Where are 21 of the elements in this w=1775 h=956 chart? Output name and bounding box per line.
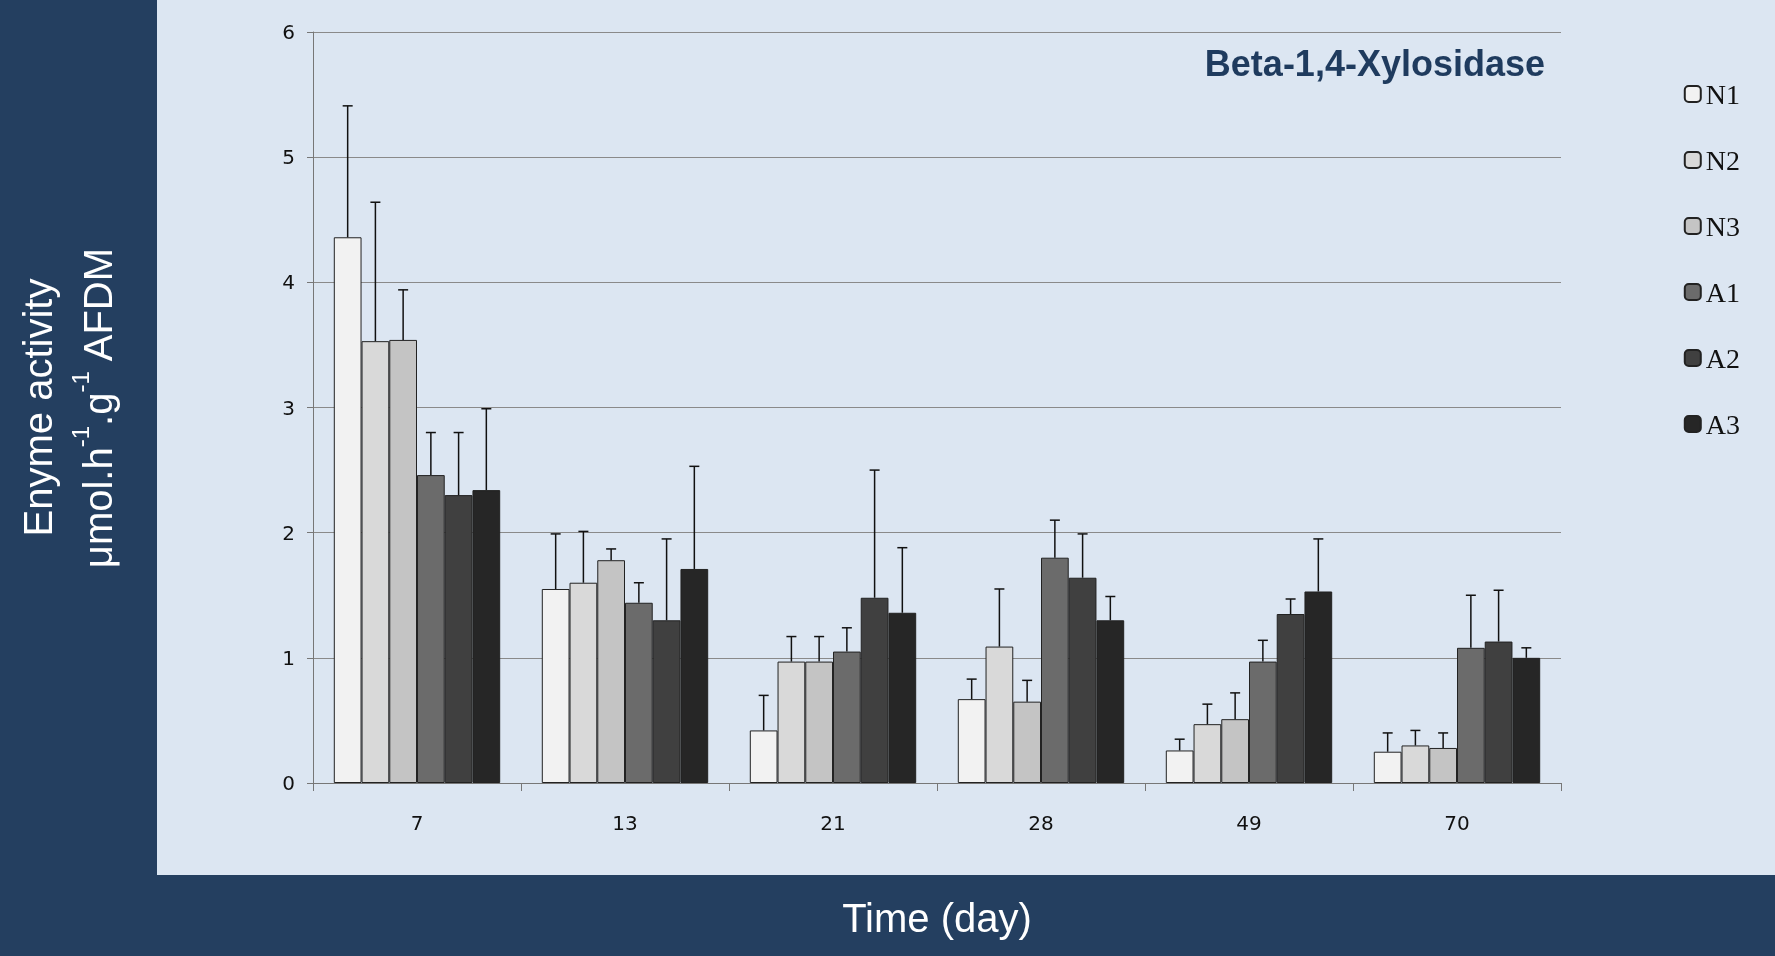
y-tick-label: 1 bbox=[282, 645, 295, 670]
x-tick-label: 49 bbox=[1236, 811, 1262, 835]
legend-label: A2 bbox=[1705, 342, 1741, 374]
y-tick-label: 4 bbox=[282, 270, 295, 295]
legend-label: N1 bbox=[1705, 78, 1741, 110]
legend-label: A3 bbox=[1705, 408, 1741, 440]
x-tick-label: 28 bbox=[1028, 811, 1054, 835]
y-tick-label: 2 bbox=[282, 520, 295, 545]
x-tick-label: 70 bbox=[1444, 811, 1470, 835]
x-tick-label: 7 bbox=[410, 811, 424, 835]
x-tick-label: 21 bbox=[820, 811, 846, 835]
y-tick-label: 3 bbox=[282, 395, 295, 420]
chart-title: Beta-1,4-Xylosidase bbox=[1204, 42, 1545, 84]
y-tick-label: 6 bbox=[282, 20, 295, 44]
legend-label: N2 bbox=[1705, 144, 1741, 176]
x-axis-title: Time (day) bbox=[842, 896, 1032, 940]
y-tick-label: 0 bbox=[282, 771, 295, 795]
legend-label: N3 bbox=[1705, 210, 1741, 242]
x-tick-label: 13 bbox=[612, 811, 638, 835]
y-tick-label: 5 bbox=[282, 145, 295, 170]
legend-label: A1 bbox=[1705, 276, 1741, 308]
